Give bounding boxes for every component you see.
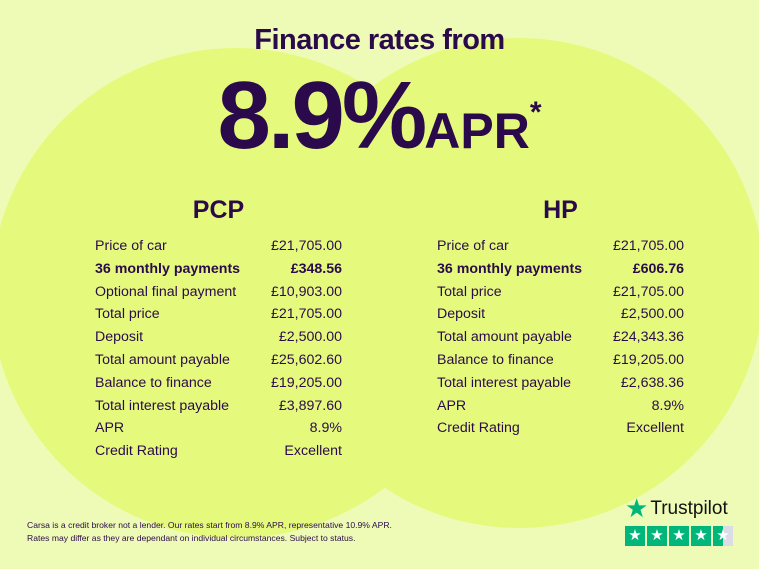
table-row: Deposit £2,500.00 bbox=[95, 326, 342, 349]
row-value: £21,705.00 bbox=[270, 306, 342, 323]
table-row: Deposit £2,500.00 bbox=[437, 303, 684, 326]
rating-star-icon: ★ bbox=[625, 526, 645, 546]
row-value: £25,602.60 bbox=[270, 351, 342, 368]
table-row: Credit Rating Excellent bbox=[95, 440, 342, 463]
table-row: APR 8.9% bbox=[95, 417, 342, 440]
row-value: £21,705.00 bbox=[612, 283, 684, 300]
table-row: Total amount payable £24,343.36 bbox=[437, 326, 684, 349]
row-value: £2,500.00 bbox=[278, 329, 342, 346]
row-label: Balance to finance bbox=[95, 374, 212, 391]
row-label: APR bbox=[95, 420, 125, 437]
row-label: Total amount payable bbox=[437, 329, 572, 346]
hero-rate: 8.9%APR* bbox=[0, 66, 759, 166]
table-row: Balance to finance £19,205.00 bbox=[437, 349, 684, 372]
row-value: £19,205.00 bbox=[612, 351, 684, 368]
row-label: Total interest payable bbox=[95, 397, 230, 414]
row-value: 8.9% bbox=[309, 420, 342, 437]
row-label: 36 monthly payments bbox=[95, 260, 241, 277]
rating-star-icon: ★ bbox=[647, 526, 667, 546]
row-label: Total amount payable bbox=[95, 351, 230, 368]
table-row: Price of car £21,705.00 bbox=[437, 235, 684, 258]
row-label: Total interest payable bbox=[437, 374, 572, 391]
background-circle-right bbox=[274, 38, 759, 528]
hp-heading: HP bbox=[543, 196, 578, 224]
table-row: APR 8.9% bbox=[437, 395, 684, 418]
disclaimer: Carsa is a credit broker not a lender. O… bbox=[27, 519, 392, 544]
row-value: Excellent bbox=[626, 420, 684, 437]
row-value: £21,705.00 bbox=[612, 238, 684, 254]
rating-star-icon: ★ bbox=[691, 526, 711, 546]
asterisk: * bbox=[529, 96, 542, 129]
row-label: Price of car bbox=[95, 238, 167, 254]
table-row: Credit Rating Excellent bbox=[437, 417, 684, 440]
rating-half-star-icon: ★ bbox=[713, 526, 733, 546]
table-row: Optional final payment £10,903.00 bbox=[95, 281, 342, 304]
row-value: £10,903.00 bbox=[270, 283, 342, 300]
row-value: Excellent bbox=[284, 443, 342, 460]
table-row: 36 monthly payments £606.76 bbox=[437, 258, 684, 281]
trustpilot-rating: ★ ★ ★ ★ ★ bbox=[625, 526, 733, 546]
table-row: Price of car £21,705.00 bbox=[95, 235, 342, 258]
trustpilot-name: Trustpilot bbox=[650, 497, 728, 519]
row-label: Balance to finance bbox=[437, 351, 554, 368]
trustpilot-star-icon: ★ bbox=[625, 493, 649, 523]
row-value: £348.56 bbox=[290, 260, 342, 277]
rate-value: 8.9% bbox=[217, 62, 427, 169]
row-label: Deposit bbox=[437, 306, 486, 323]
row-label: Price of car bbox=[437, 238, 509, 254]
row-label: Total price bbox=[437, 283, 502, 300]
disclaimer-line-2: Rates may differ as they are dependant o… bbox=[27, 532, 356, 543]
table-row: 36 monthly payments £348.56 bbox=[95, 258, 342, 281]
disclaimer-line-1: Carsa is a credit broker not a lender. O… bbox=[27, 520, 392, 530]
table-row: Balance to finance £19,205.00 bbox=[95, 372, 342, 395]
pcp-heading: PCP bbox=[192, 196, 245, 224]
apr-label: APR bbox=[424, 103, 530, 159]
row-value: £2,638.36 bbox=[620, 374, 684, 391]
table-row: Total price £21,705.00 bbox=[437, 281, 684, 304]
table-row: Total price £21,705.00 bbox=[95, 303, 342, 326]
row-label: Credit Rating bbox=[437, 420, 520, 437]
row-label: Deposit bbox=[95, 329, 144, 346]
table-row: Total interest payable £2,638.36 bbox=[437, 372, 684, 395]
headline: Finance rates from bbox=[254, 24, 505, 56]
row-label: 36 monthly payments bbox=[437, 260, 583, 277]
row-value: £3,897.60 bbox=[278, 397, 342, 414]
row-value: £24,343.36 bbox=[612, 329, 684, 346]
pcp-table: PCP Price of car £21,705.00 36 monthly pay… bbox=[95, 196, 342, 463]
trustpilot-badge: ★ Trustpilot ★ ★ ★ ★ ★ bbox=[625, 493, 733, 546]
row-label: Credit Rating bbox=[95, 443, 178, 460]
hp-table: HP Price of car £21,705.00 36 monthly paym… bbox=[437, 196, 684, 440]
row-value: 8.9% bbox=[651, 397, 684, 414]
rating-star-icon: ★ bbox=[669, 526, 689, 546]
row-label: Total price bbox=[95, 306, 160, 323]
row-value: £2,500.00 bbox=[620, 306, 684, 323]
row-value: £606.76 bbox=[632, 260, 684, 277]
row-label: APR bbox=[437, 397, 467, 414]
row-label: Optional final payment bbox=[95, 283, 237, 300]
table-row: Total interest payable £3,897.60 bbox=[95, 395, 342, 418]
table-row: Total amount payable £25,602.60 bbox=[95, 349, 342, 372]
row-value: £21,705.00 bbox=[270, 238, 342, 254]
row-value: £19,205.00 bbox=[270, 374, 342, 391]
